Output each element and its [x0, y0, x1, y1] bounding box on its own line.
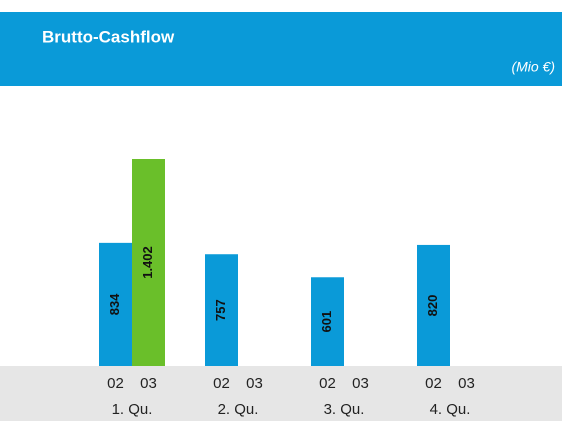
series-label: 02	[425, 375, 442, 392]
series-label: 03	[140, 375, 157, 392]
value-label: 1.402	[140, 246, 155, 279]
series-label: 02	[107, 375, 124, 392]
bar	[132, 159, 165, 366]
chart-subtitle: (Mio €)	[511, 59, 555, 75]
bar	[311, 277, 344, 366]
bar	[417, 244, 450, 366]
x-tick-label: 3. Qu.	[324, 401, 365, 418]
series-label: 03	[352, 375, 369, 392]
value-label: 820	[425, 295, 440, 317]
x-tick-label: 4. Qu.	[430, 401, 471, 418]
x-tick-label: 2. Qu.	[218, 401, 259, 418]
series-label: 03	[246, 375, 263, 392]
value-label: 834	[107, 293, 122, 315]
bar	[205, 254, 238, 366]
value-label: 601	[319, 311, 334, 333]
series-label: 02	[213, 375, 230, 392]
header-band	[0, 12, 562, 86]
x-tick-label: 1. Qu.	[112, 401, 153, 418]
value-label: 757	[213, 299, 228, 321]
chart-title: Brutto-Cashflow	[42, 27, 175, 46]
series-label: 02	[319, 375, 336, 392]
bar	[99, 242, 132, 366]
axis-band	[0, 366, 562, 421]
series-label: 03	[458, 375, 475, 392]
